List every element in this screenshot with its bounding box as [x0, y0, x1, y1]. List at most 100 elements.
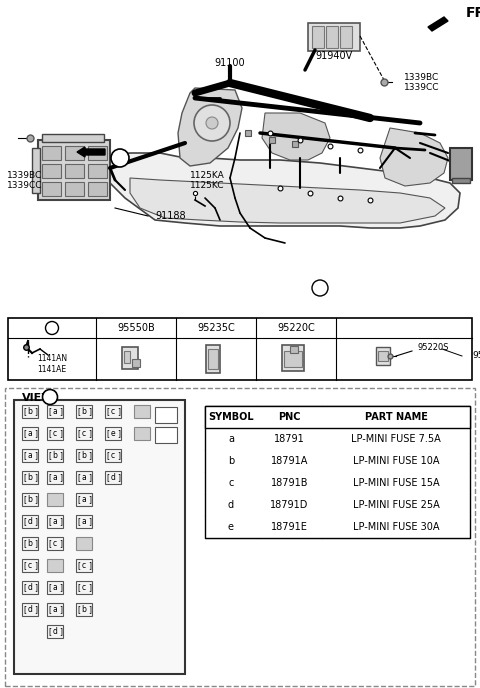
Bar	[22, 493, 38, 506]
Text: [: [	[23, 583, 26, 592]
Bar	[47, 581, 63, 594]
Text: a: a	[82, 473, 86, 482]
Text: [: [	[48, 473, 51, 482]
Text: ]: ]	[34, 561, 37, 570]
Bar	[47, 449, 63, 462]
Bar	[47, 559, 63, 572]
Text: A: A	[117, 153, 123, 162]
Text: LP-MINI FUSE 15A: LP-MINI FUSE 15A	[353, 478, 439, 488]
Circle shape	[43, 389, 58, 405]
Bar	[206, 345, 220, 373]
Text: a: a	[53, 473, 58, 482]
Bar	[105, 471, 121, 484]
Circle shape	[312, 280, 328, 296]
Bar	[22, 515, 38, 528]
Text: [: [	[48, 583, 51, 592]
Bar	[76, 515, 92, 528]
Bar	[47, 493, 63, 506]
Text: [: [	[77, 583, 80, 592]
Polygon shape	[380, 128, 448, 186]
Text: [: [	[23, 473, 26, 482]
Text: ]: ]	[117, 407, 120, 416]
Bar	[42, 182, 61, 196]
Bar	[76, 537, 92, 550]
Text: ]: ]	[88, 583, 91, 592]
Bar	[134, 427, 150, 440]
Text: [: [	[23, 429, 26, 438]
Text: ]: ]	[34, 473, 37, 482]
Bar	[105, 449, 121, 462]
Text: ]: ]	[88, 473, 91, 482]
Text: ]: ]	[117, 429, 120, 438]
Text: a: a	[28, 451, 32, 460]
Text: c: c	[28, 561, 32, 570]
Text: b: b	[27, 473, 33, 482]
Bar	[0, 0, 480, 318]
Text: a: a	[228, 434, 234, 444]
Text: d: d	[27, 605, 33, 614]
Polygon shape	[262, 113, 330, 160]
Text: 95550B: 95550B	[117, 323, 155, 333]
Bar	[22, 537, 38, 550]
Text: ]: ]	[88, 495, 91, 504]
Bar	[76, 559, 92, 572]
Text: a: a	[53, 517, 58, 526]
Text: [: [	[23, 407, 26, 416]
Text: 18791: 18791	[274, 434, 305, 444]
Text: c: c	[82, 429, 86, 438]
Text: [: [	[23, 451, 26, 460]
Text: a: a	[53, 605, 58, 614]
Text: [: [	[23, 561, 26, 570]
Text: LP-MINI FUSE 30A: LP-MINI FUSE 30A	[353, 522, 439, 532]
Text: [: [	[77, 517, 80, 526]
Bar	[105, 405, 121, 418]
Text: ]: ]	[34, 451, 37, 460]
Text: 1339CC: 1339CC	[7, 182, 43, 191]
Text: SYMBOL: SYMBOL	[208, 412, 254, 422]
Bar	[312, 26, 324, 48]
Text: c: c	[82, 583, 86, 592]
Text: e: e	[111, 429, 115, 438]
Bar	[284, 351, 302, 367]
Text: 18791D: 18791D	[270, 500, 309, 510]
Bar	[47, 603, 63, 616]
Text: ]: ]	[34, 429, 37, 438]
Text: c: c	[111, 451, 115, 460]
Text: [: [	[48, 605, 51, 614]
Bar	[76, 603, 92, 616]
Bar	[134, 405, 150, 418]
Text: [: [	[48, 627, 51, 636]
Bar	[105, 427, 121, 440]
Text: [: [	[77, 407, 80, 416]
Bar	[22, 405, 38, 418]
Polygon shape	[428, 17, 448, 31]
Text: [: [	[77, 473, 80, 482]
Bar	[65, 164, 84, 178]
Bar	[76, 581, 92, 594]
Text: a: a	[317, 283, 323, 292]
Bar	[88, 182, 107, 196]
Bar	[22, 581, 38, 594]
Bar	[42, 146, 61, 160]
Text: d: d	[27, 583, 33, 592]
Text: ]: ]	[88, 451, 91, 460]
Text: c: c	[53, 539, 57, 548]
Bar	[8, 318, 472, 380]
Text: b: b	[228, 456, 234, 466]
Bar	[205, 406, 470, 428]
Text: ]: ]	[34, 583, 37, 592]
Text: PART NAME: PART NAME	[365, 412, 427, 422]
Text: 95220S: 95220S	[418, 343, 449, 352]
Text: ]: ]	[59, 605, 62, 614]
Text: [: [	[23, 605, 26, 614]
Text: d: d	[110, 473, 115, 482]
Text: b: b	[27, 495, 33, 504]
Text: LP-MINI FUSE 7.5A: LP-MINI FUSE 7.5A	[351, 434, 441, 444]
Bar	[22, 449, 38, 462]
Bar	[76, 493, 92, 506]
Text: 1339BC: 1339BC	[7, 171, 42, 180]
Text: 91940V: 91940V	[315, 51, 353, 61]
Text: PNC: PNC	[278, 412, 301, 422]
Bar	[290, 346, 298, 353]
Text: A: A	[47, 392, 53, 402]
